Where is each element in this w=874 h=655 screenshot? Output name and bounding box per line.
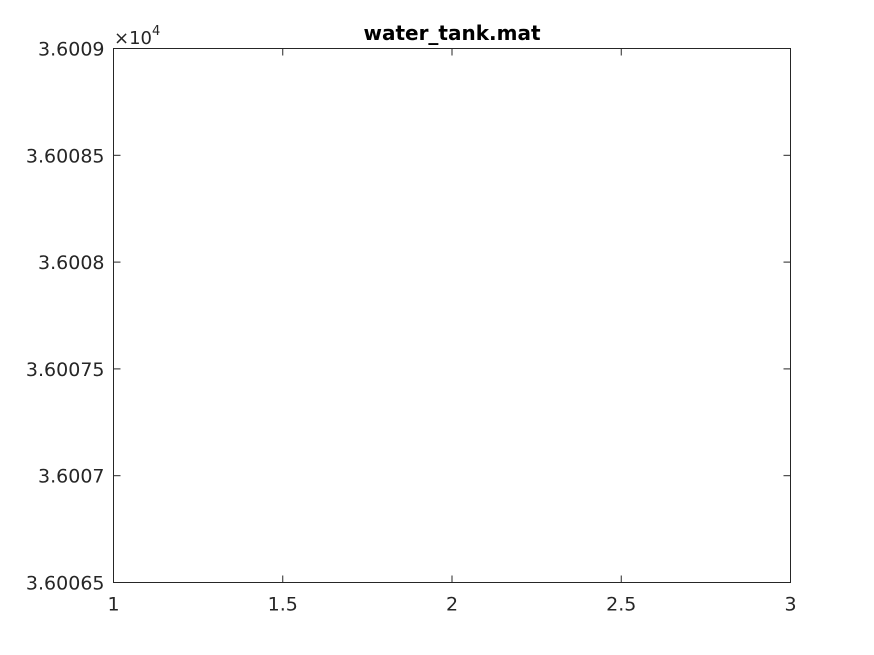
y-tick-label: 3.6007 bbox=[38, 466, 104, 488]
x-tick-label: 2 bbox=[446, 594, 458, 616]
y-exponent-label: ×104 bbox=[114, 24, 160, 49]
x-tick-label: 2.5 bbox=[606, 594, 636, 616]
x-tick-label: 1.5 bbox=[268, 594, 298, 616]
x-tick-label: 1 bbox=[107, 594, 119, 616]
y-axis: 3.60065 3.6007 3.60075 3.6008 3.60085 3.6009 bbox=[26, 39, 791, 595]
y-exponent-base: ×10 bbox=[114, 28, 152, 49]
chart-title: water_tank.mat bbox=[363, 21, 540, 45]
x-axis: 1 1.5 2 2.5 3 bbox=[107, 48, 797, 616]
y-tick-label: 3.60075 bbox=[26, 359, 105, 381]
y-tick-label: 3.60065 bbox=[26, 573, 105, 595]
y-tick-label: 3.60085 bbox=[26, 145, 105, 167]
plot-area bbox=[113, 48, 791, 583]
y-exponent-power: 4 bbox=[152, 24, 160, 39]
y-tick-label: 3.6009 bbox=[38, 39, 104, 61]
y-tick-label: 3.6008 bbox=[38, 252, 104, 274]
x-tick-label: 3 bbox=[784, 594, 796, 616]
